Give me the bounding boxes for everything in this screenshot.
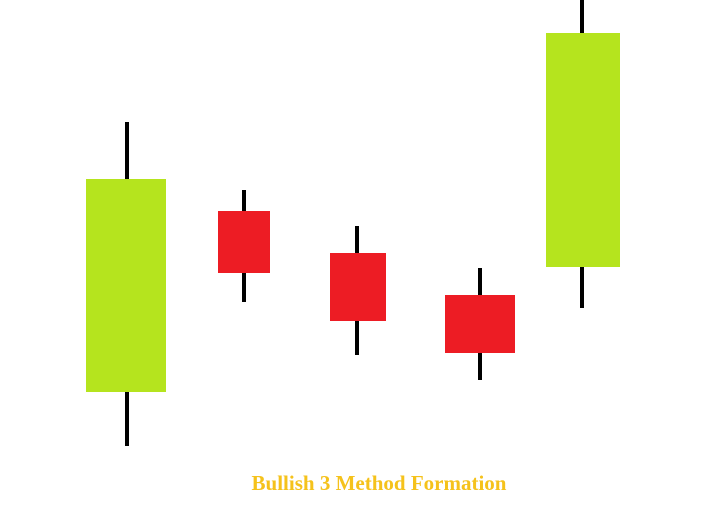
candle-body — [445, 295, 515, 353]
candle — [445, 268, 515, 380]
candle-body — [86, 179, 166, 392]
candle — [218, 190, 270, 302]
candle — [546, 0, 620, 308]
candle-body — [218, 211, 270, 273]
candle-body — [546, 33, 620, 267]
candle — [330, 226, 386, 355]
candle-body — [330, 253, 386, 321]
title: Bullish 3 Method Formation — [252, 471, 507, 495]
candle — [86, 122, 166, 446]
